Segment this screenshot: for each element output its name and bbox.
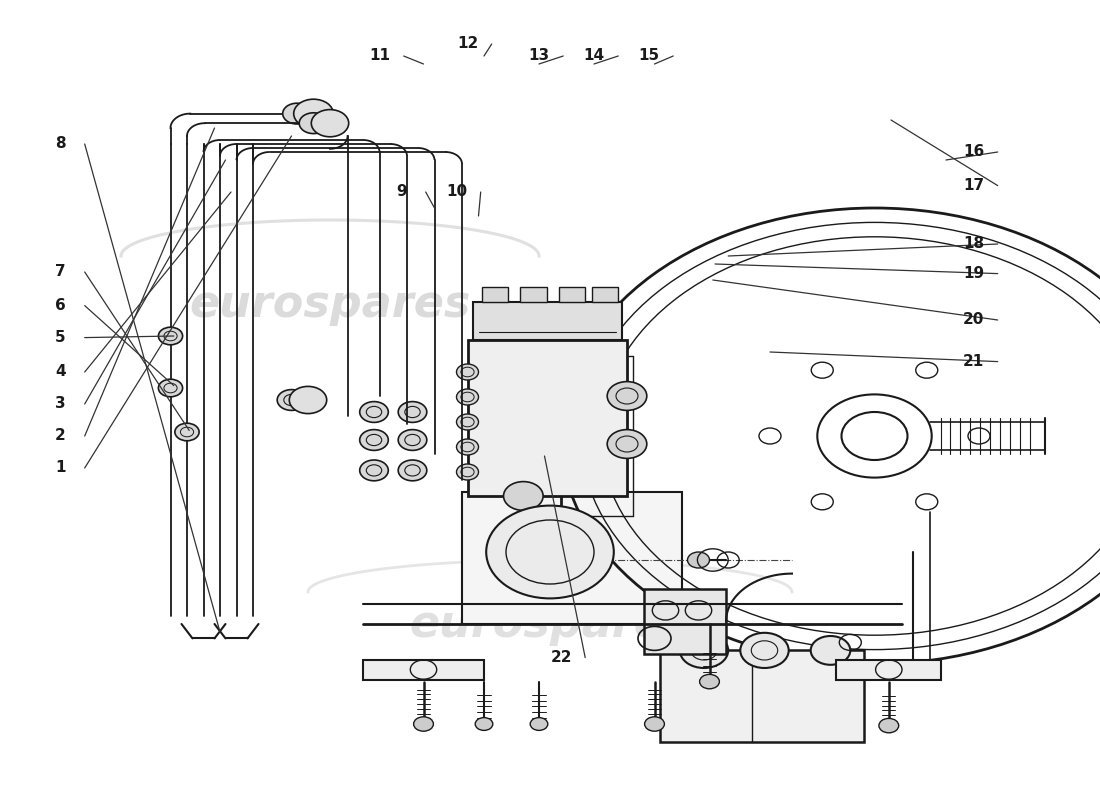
- Bar: [644, 589, 726, 654]
- Text: 12: 12: [456, 37, 478, 51]
- Bar: [473, 302, 622, 340]
- Text: eurospares: eurospares: [189, 282, 471, 326]
- Circle shape: [607, 430, 647, 458]
- Circle shape: [456, 389, 478, 405]
- Circle shape: [475, 718, 493, 730]
- Bar: [836, 660, 940, 680]
- Circle shape: [486, 506, 614, 598]
- Circle shape: [530, 718, 548, 730]
- Text: 8: 8: [55, 137, 66, 151]
- Bar: [468, 340, 627, 496]
- Text: 18: 18: [962, 237, 984, 251]
- Circle shape: [456, 414, 478, 430]
- Circle shape: [283, 103, 311, 124]
- Text: 9: 9: [396, 185, 407, 199]
- Circle shape: [645, 717, 664, 731]
- Bar: [592, 287, 618, 302]
- Text: 17: 17: [962, 178, 984, 193]
- Bar: [363, 660, 484, 680]
- Text: eurospares: eurospares: [409, 602, 691, 646]
- Circle shape: [456, 464, 478, 480]
- Text: 7: 7: [55, 265, 66, 279]
- Text: 13: 13: [528, 49, 550, 63]
- Bar: [559, 287, 585, 302]
- Circle shape: [299, 113, 328, 134]
- Text: 4: 4: [55, 365, 66, 379]
- Circle shape: [311, 110, 349, 137]
- Circle shape: [456, 439, 478, 455]
- Circle shape: [158, 327, 183, 345]
- Circle shape: [360, 460, 388, 481]
- Text: 14: 14: [583, 49, 605, 63]
- Text: 22: 22: [550, 650, 572, 665]
- Circle shape: [740, 633, 789, 668]
- Bar: [520, 287, 547, 302]
- Text: 21: 21: [962, 354, 984, 369]
- Circle shape: [504, 482, 543, 510]
- Circle shape: [414, 717, 433, 731]
- Circle shape: [688, 552, 710, 568]
- Text: 11: 11: [368, 49, 390, 63]
- Text: 15: 15: [638, 49, 660, 63]
- Text: 19: 19: [962, 266, 984, 281]
- Text: 6: 6: [55, 298, 66, 313]
- Text: 1: 1: [55, 461, 66, 475]
- Circle shape: [360, 430, 388, 450]
- Bar: [660, 650, 864, 742]
- Circle shape: [456, 364, 478, 380]
- Circle shape: [158, 379, 183, 397]
- Circle shape: [680, 633, 728, 668]
- Text: 16: 16: [962, 145, 984, 159]
- Circle shape: [811, 636, 850, 665]
- Circle shape: [398, 460, 427, 481]
- Circle shape: [360, 402, 388, 422]
- Text: 5: 5: [55, 330, 66, 345]
- Bar: [462, 492, 682, 624]
- Text: 10: 10: [446, 185, 468, 199]
- Circle shape: [398, 430, 427, 450]
- Text: 20: 20: [962, 313, 984, 327]
- Circle shape: [289, 386, 327, 414]
- Text: 3: 3: [55, 397, 66, 411]
- Circle shape: [700, 674, 719, 689]
- Circle shape: [879, 718, 899, 733]
- Bar: [482, 287, 508, 302]
- Circle shape: [277, 390, 306, 410]
- Circle shape: [607, 382, 647, 410]
- Circle shape: [294, 99, 333, 128]
- Circle shape: [175, 423, 199, 441]
- Text: 2: 2: [55, 429, 66, 443]
- Circle shape: [398, 402, 427, 422]
